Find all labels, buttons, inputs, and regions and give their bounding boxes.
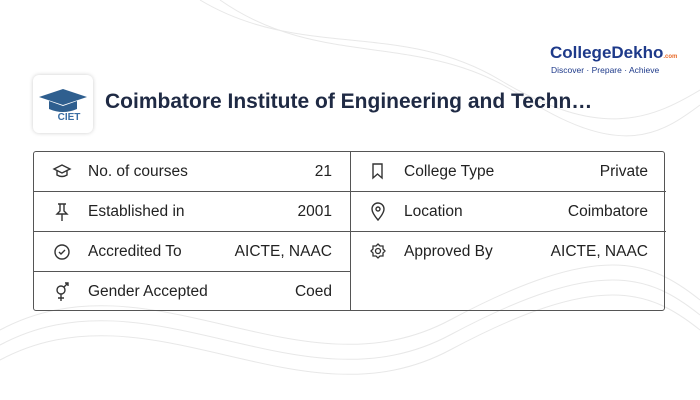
row-icon [56,282,69,301]
info-row: Approved By AICTE, NAAC [350,232,666,272]
row-label: Gender Accepted [88,283,208,300]
info-row: College Type Private [350,152,666,192]
row-icon [370,243,386,259]
brand-name: CollegeDekho.com [550,43,677,63]
info-row: Established in 2001 [34,192,350,232]
row-label: Approved By [404,243,493,260]
right-column: College Type Private Location Coimbatore App… [350,152,666,272]
row-label: No. of courses [88,163,188,180]
row-icon [55,203,69,221]
row-icon [54,244,70,260]
logo-text: CIET [58,112,81,123]
row-label: College Type [404,163,495,180]
row-label: Established in [88,203,185,220]
college-logo: CIET [33,75,93,133]
brand-text: CollegeDekho [550,43,664,62]
row-label: Accredited To [88,243,182,260]
left-column: No. of courses 21 Established in 2001 Accred… [34,152,351,310]
info-row: Gender Accepted Coed [34,272,350,312]
row-icon [371,202,385,222]
row-value: AICTE, NAAC [550,243,648,260]
row-value: Private [599,163,648,180]
info-row: No. of courses 21 [34,152,350,192]
row-icon [372,163,383,180]
college-title: Coimbatore Institute of Engineering and … [105,90,593,113]
row-value: AICTE, NAAC [234,243,332,260]
row-icon [52,164,72,178]
info-table: No. of courses 21 Established in 2001 Accred… [33,151,666,311]
info-row: Location Coimbatore [350,192,666,232]
row-value: Coed [294,283,332,300]
row-value: 21 [314,163,332,180]
info-row: Accredited To AICTE, NAAC [34,232,350,272]
row-value: Coimbatore [567,203,648,220]
brand-suffix: .com [663,54,678,60]
logo-cap: CIET [39,89,87,123]
row-value: 2001 [297,203,332,220]
row-label: Location [404,203,463,220]
brand-tagline: Discover · Prepare · Achieve [551,65,660,75]
